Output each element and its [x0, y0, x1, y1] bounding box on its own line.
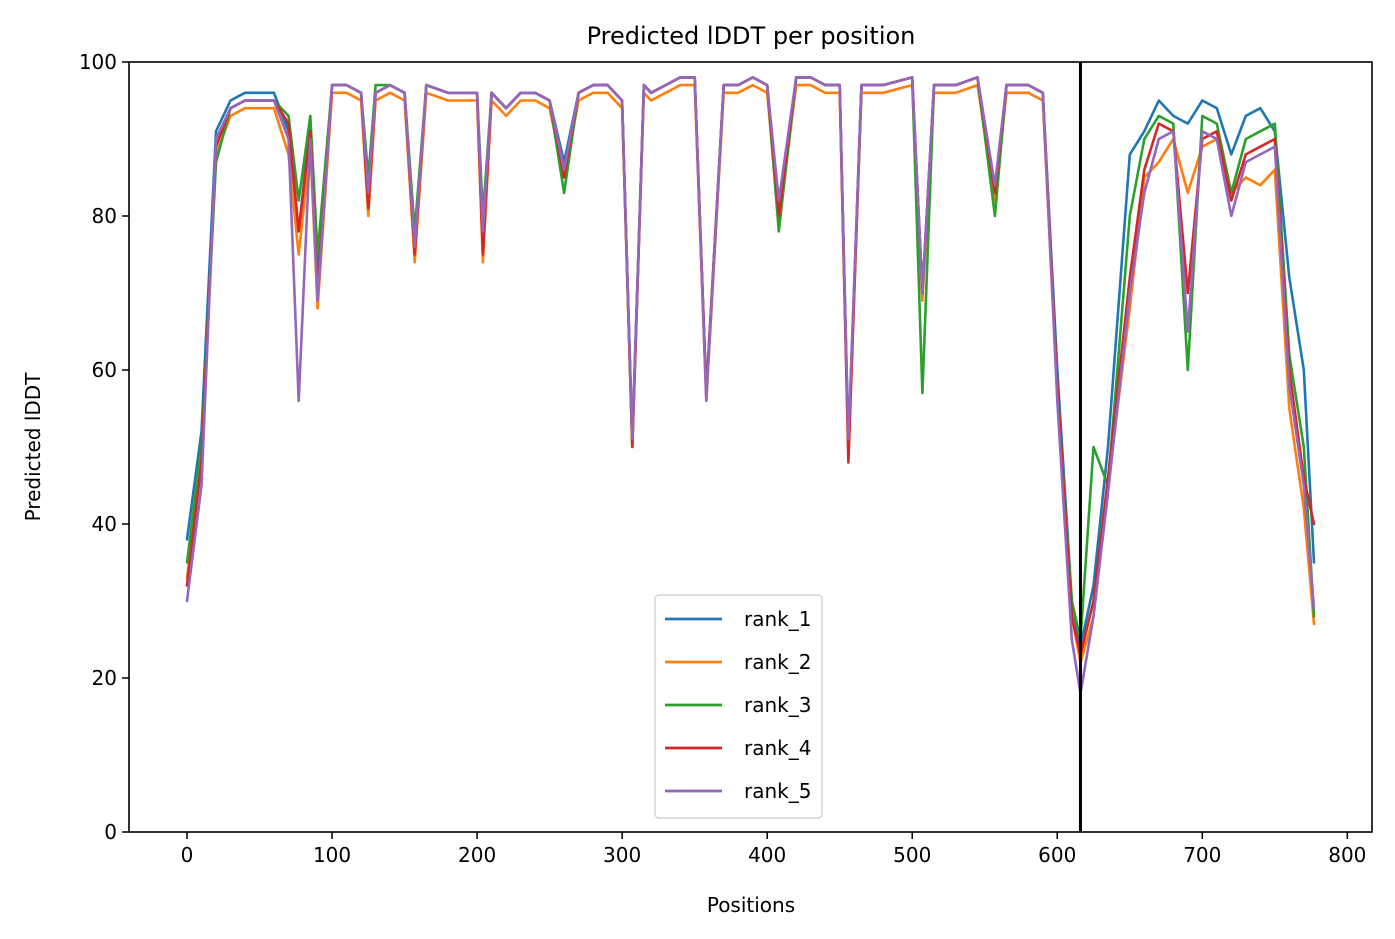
series-line-rank_1	[185, 76, 1316, 649]
series-line-rank_3	[185, 76, 1316, 641]
legend-label-rank_5: rank_5	[744, 779, 811, 803]
y-axis-ticks: 0 20 40 60 80 100	[79, 50, 129, 844]
plot-area-frame	[128, 61, 1373, 833]
x-tick-label: 600	[1038, 843, 1076, 867]
x-axis-ticks: 0 100 200 300 400 500 600 700 800	[181, 832, 1366, 867]
legend: rank_1 rank_2 rank_3 rank_4 rank_5	[654, 594, 823, 819]
y-axis-label: Predicted lDDT	[21, 372, 45, 522]
x-tick-label: 400	[748, 843, 786, 867]
x-tick-label: 500	[893, 843, 931, 867]
series-layer	[185, 76, 1316, 695]
series-line-rank_5	[185, 76, 1316, 695]
x-axis-label: Positions	[707, 893, 795, 917]
y-tick-label: 80	[92, 204, 117, 228]
x-tick-label: 200	[458, 843, 496, 867]
y-tick-label: 100	[79, 50, 117, 74]
y-tick-label: 40	[92, 512, 117, 536]
legend-label-rank_2: rank_2	[744, 650, 811, 674]
legend-label-rank_1: rank_1	[744, 607, 811, 631]
x-tick-label: 0	[181, 843, 194, 867]
y-tick-label: 0	[104, 820, 117, 844]
legend-entries: rank_1 rank_2 rank_3 rank_4 rank_5	[665, 607, 811, 803]
y-tick-label: 60	[92, 358, 117, 382]
x-tick-label: 700	[1183, 843, 1221, 867]
series-line-rank_4	[185, 76, 1316, 657]
x-tick-label: 100	[313, 843, 351, 867]
x-tick-label: 300	[603, 843, 641, 867]
legend-box	[654, 594, 823, 819]
legend-label-rank_3: rank_3	[744, 693, 811, 717]
legend-label-rank_4: rank_4	[744, 736, 811, 760]
x-tick-label: 800	[1328, 843, 1366, 867]
chart-title: Predicted lDDT per position	[587, 22, 916, 50]
y-tick-label: 20	[92, 666, 117, 690]
